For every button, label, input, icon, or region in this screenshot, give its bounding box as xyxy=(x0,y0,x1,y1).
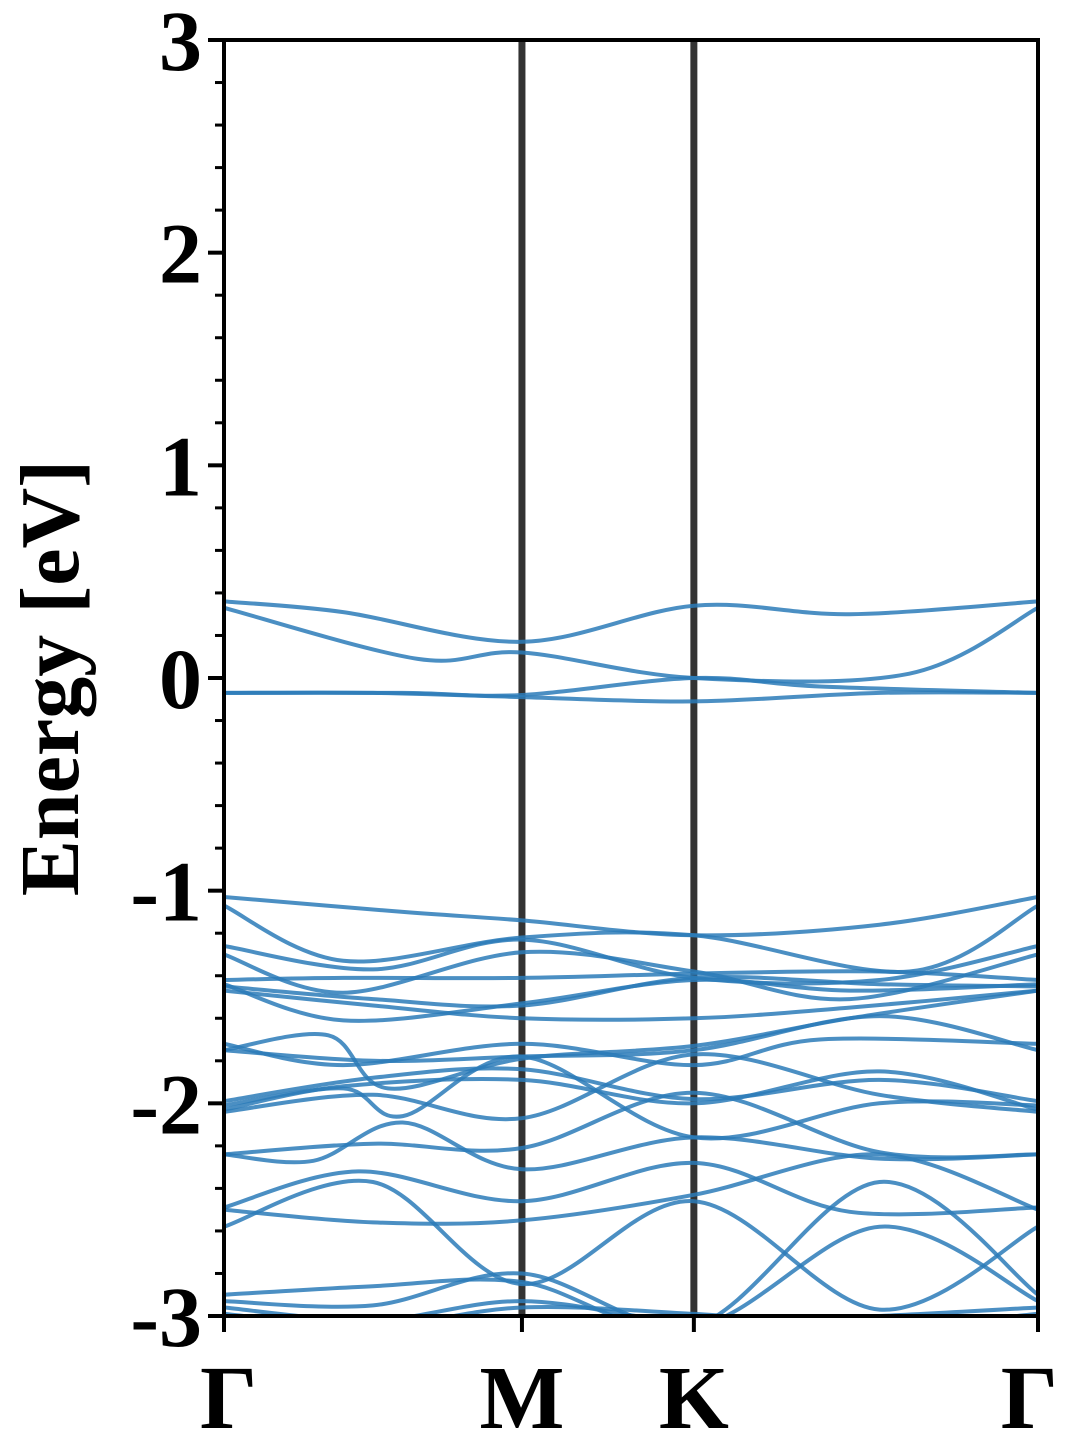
band-line xyxy=(224,599,1038,644)
x-tick-label: Γ xyxy=(1001,1349,1058,1440)
y-tick-label: 1 xyxy=(159,418,202,514)
x-tick-label: K xyxy=(659,1349,729,1440)
band-line xyxy=(224,903,1038,974)
y-tick-label: -3 xyxy=(130,1269,202,1365)
band-line xyxy=(224,969,1038,982)
band-line xyxy=(224,1224,1038,1316)
plot-frame xyxy=(222,38,1040,1318)
band-lines xyxy=(224,599,1038,1316)
y-tick-label: 0 xyxy=(159,631,202,727)
band-line xyxy=(224,675,1038,698)
band-line xyxy=(224,1014,1038,1063)
band-line xyxy=(224,1066,1038,1104)
band-line xyxy=(224,605,1038,684)
x-tick-label: M xyxy=(479,1349,564,1440)
band-line xyxy=(224,949,1038,1002)
band-line xyxy=(224,977,1038,1023)
band-line xyxy=(224,1179,1038,1316)
y-axis-title: Energy [eV] xyxy=(4,460,97,896)
band-line xyxy=(224,1160,1038,1217)
band-line xyxy=(224,1052,1038,1122)
band-line xyxy=(224,1178,1038,1312)
band-line xyxy=(224,895,1038,938)
y-tick-label: -1 xyxy=(130,844,202,940)
band-line xyxy=(224,1152,1038,1226)
y-tick-label: 3 xyxy=(159,0,202,89)
band-line xyxy=(224,1054,1038,1141)
band-line xyxy=(224,988,1038,1022)
x-tick-label: Γ xyxy=(200,1349,257,1440)
y-tick-label: 2 xyxy=(159,206,202,302)
y-axis-ticks: 3 2 1 0 -1 -2 -3 xyxy=(130,0,224,1365)
band-line xyxy=(224,1305,1038,1316)
band-line xyxy=(224,1120,1038,1172)
y-tick-label: -2 xyxy=(130,1056,202,1152)
